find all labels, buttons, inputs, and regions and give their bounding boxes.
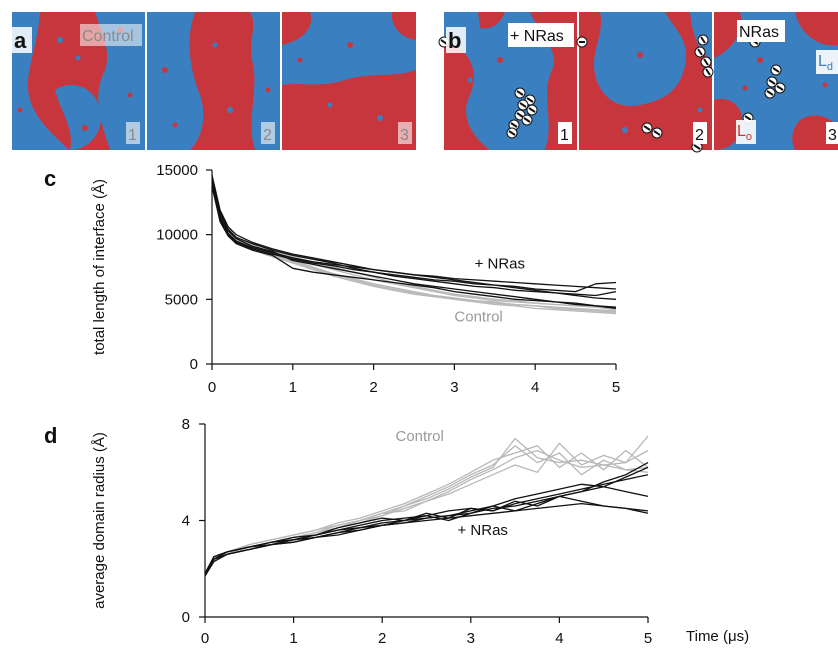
chart-c-interface-length: 0 5000 10000 15000 0 1 2 3 4 5 total length of int…: [91, 162, 620, 396]
chart-d-x-tick-label: 4: [555, 630, 563, 647]
chart-d-y-tick-label: 8: [182, 416, 190, 433]
nras-proteins: [438, 34, 786, 153]
chart-d-x-tick-label: 3: [467, 630, 475, 647]
chart-c-y-tick-label: 0: [190, 356, 198, 373]
chart-d-series-control-2: [204, 435, 649, 577]
chart-d-x-axis-label: Time (μs): [686, 628, 749, 645]
panel-a-frame-number-3: 3: [400, 127, 409, 144]
panel-b-letter: b: [448, 28, 461, 53]
chart-c-x-tick-label: 4: [531, 379, 539, 396]
panel-c-letter: c: [44, 166, 56, 191]
chart-c-series-control-1: [211, 176, 617, 310]
panel-a-letter: a: [14, 28, 27, 53]
chart-c-y-tick-label: 10000: [156, 227, 198, 244]
chart-d-series-control-4: [204, 445, 649, 577]
panel-b-snapshots: [438, 12, 838, 153]
chart-d-series-nras-10: [204, 474, 649, 574]
phase-lo-label: Lo: [737, 123, 752, 143]
chart-d-series-nras-9: [204, 483, 649, 577]
panel-a-frame-2: [147, 12, 280, 150]
chart-c-y-tick-label: 5000: [165, 291, 198, 308]
chart-c-series-nras-7: [211, 185, 617, 308]
chart-d-series-nras-6: [204, 502, 649, 574]
chart-c-series-nras-9: [211, 180, 617, 310]
chart-d-x-tick-label: 0: [201, 630, 209, 647]
panel-b-frame-number-3: 3: [828, 127, 837, 144]
chart-c-series-nras-10: [211, 186, 617, 293]
chart-d-y-tick-label: 4: [182, 513, 190, 530]
chart-c-x-tick-label: 0: [208, 379, 216, 396]
panel-b-nras-label: + NRas: [510, 28, 564, 45]
chart-d-series-control-0: [204, 437, 649, 577]
chart-c-series-nras-8: [211, 177, 617, 297]
chart-c-series-nras-5: [211, 175, 617, 300]
chart-d-y-tick-label: 0: [182, 609, 190, 626]
panel-b-frame-number-1: 1: [560, 127, 569, 144]
panel-a-control-label: Control: [82, 28, 134, 45]
chart-c-annotation-control: Control: [454, 308, 502, 325]
chart-c-y-tick-label: 15000: [156, 162, 198, 179]
panel-b-frame-number-2: 2: [695, 127, 704, 144]
chart-d-x-tick-label: 1: [289, 630, 297, 647]
chart-d-series-nras-7: [204, 462, 649, 577]
chart-d-y-axis-label: average domain radius (Å): [91, 432, 108, 609]
chart-d-annotation-control: Control: [395, 428, 443, 445]
chart-d-domain-radius: 0 4 8 0 1 2 3 4 5 average domain radius (Å) Time (…: [91, 416, 749, 647]
chart-d-x-tick-label: 5: [644, 630, 652, 647]
panel-d-letter: d: [44, 423, 57, 448]
chart-c-series-control-0: [211, 180, 617, 312]
chart-c-y-axis-label: total length of interface (Å): [91, 179, 108, 355]
panel-a-snapshots: [12, 12, 416, 150]
panel-a-frame-3: [282, 12, 416, 150]
chart-d-x-tick-label: 2: [378, 630, 386, 647]
chart-c-annotation-nras: + NRas: [475, 255, 525, 272]
chart-c-x-tick-label: 2: [369, 379, 377, 396]
chart-d-series-control-3: [204, 449, 649, 574]
chart-d-series-nras-8: [204, 495, 649, 574]
panel-b-center-label: NRas: [739, 24, 779, 41]
panel-a-frame-number-1: 1: [128, 127, 137, 144]
chart-c-x-tick-label: 5: [612, 379, 620, 396]
chart-c-series-nras-6: [211, 182, 617, 290]
chart-c-x-tick-label: 1: [289, 379, 297, 396]
phase-ld-label: Ld: [818, 53, 833, 73]
panel-a-frame-number-2: 2: [263, 127, 272, 144]
chart-c-x-tick-label: 3: [450, 379, 458, 396]
chart-d-annotation-nras: + NRas: [458, 522, 508, 539]
